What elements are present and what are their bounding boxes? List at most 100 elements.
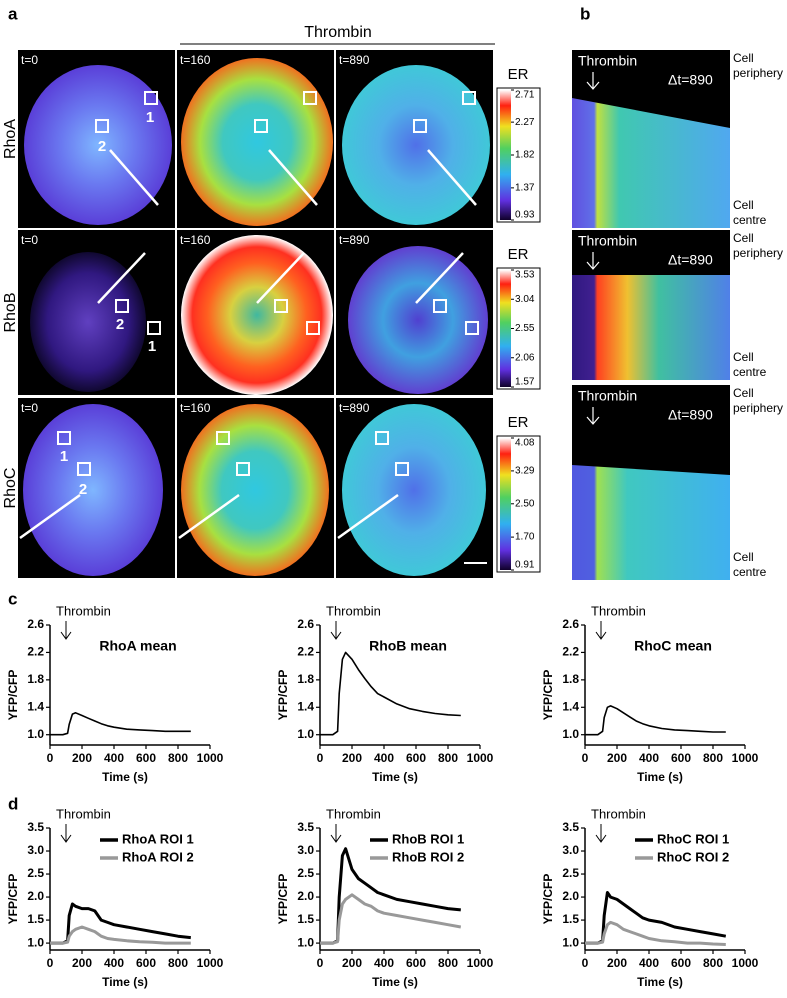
time-label: t=0 — [21, 53, 38, 67]
x-tick-label: 600 — [406, 956, 426, 970]
panel-letter: d — [8, 794, 18, 813]
row-label: RhoB — [2, 292, 19, 332]
stimulus-label: Thrombin — [578, 388, 637, 404]
x-tick-label: 400 — [374, 956, 394, 970]
colorbar-tick-label: 1.37 — [515, 183, 535, 194]
roi-label: 1 — [148, 338, 156, 355]
roi-box — [115, 299, 129, 313]
x-tick-label: 200 — [72, 751, 92, 765]
y-axis-label: YFP/CFP — [541, 670, 555, 721]
periphery-label: periphery — [733, 401, 783, 415]
roi-box — [303, 91, 317, 105]
x-tick-label: 400 — [104, 751, 124, 765]
periphery-label: Cell — [733, 386, 754, 400]
y-tick-label: 1.5 — [562, 912, 579, 926]
y-tick-label: 1.0 — [27, 935, 44, 949]
time-label: t=890 — [339, 401, 370, 415]
legend-label: RhoC ROI 1 — [657, 831, 729, 846]
panel-letter: b — [580, 4, 590, 23]
y-axis-label: YFP/CFP — [276, 670, 290, 721]
linescan — [109, 149, 159, 206]
stimulus-arrowhead — [586, 261, 600, 270]
linescan — [19, 493, 81, 540]
annotation-arrowhead — [330, 834, 342, 843]
roi-box — [144, 91, 158, 105]
x-tick-label: 400 — [639, 956, 659, 970]
x-axis-label: Time (s) — [637, 975, 683, 989]
roi-box — [216, 431, 230, 445]
roi-box — [395, 462, 409, 476]
colorbar-title: ER — [508, 66, 529, 83]
y-tick-label: 1.4 — [27, 699, 44, 713]
colorbar-title: ER — [508, 414, 529, 431]
x-axis-label: Time (s) — [372, 770, 418, 784]
periphery-label: Cell — [733, 231, 754, 245]
y-tick-label: 2.5 — [297, 866, 314, 880]
centre-label: Cell — [733, 550, 754, 564]
colorbar-tick-label: 2.27 — [515, 117, 535, 128]
x-tick-label: 800 — [438, 751, 458, 765]
y-tick-label: 2.0 — [297, 889, 314, 903]
roi-box — [254, 119, 268, 133]
x-tick-label: 1000 — [732, 751, 759, 765]
centre-label: centre — [733, 213, 767, 227]
roi-box — [433, 299, 447, 313]
series-line — [50, 902, 191, 945]
y-axis-label: YFP/CFP — [6, 670, 20, 721]
y-axis-label: YFP/CFP — [541, 874, 555, 925]
linescan — [97, 252, 146, 304]
y-axis-label: YFP/CFP — [6, 874, 20, 925]
annotation-arrowhead — [595, 834, 607, 843]
annotation-arrowhead — [595, 631, 607, 640]
linescan — [337, 493, 399, 540]
roi-label: 2 — [116, 316, 124, 333]
series-line — [320, 651, 461, 736]
time-label: t=160 — [180, 233, 211, 247]
chart-title: RhoB mean — [369, 638, 447, 654]
colorbar-tick-label: 2.50 — [515, 498, 535, 509]
cell — [342, 65, 490, 225]
x-axis-label: Time (s) — [102, 975, 148, 989]
linescan — [268, 149, 318, 206]
y-tick-label: 3.5 — [562, 820, 579, 834]
kymograph — [572, 98, 730, 228]
micrograph: 12 t=0 — [18, 398, 175, 578]
legend-label: RhoA ROI 2 — [122, 849, 194, 864]
y-tick-label: 1.5 — [297, 912, 314, 926]
roi-label: 1 — [146, 109, 154, 126]
y-tick-label: 1.4 — [297, 699, 314, 713]
x-tick-label: 1000 — [732, 956, 759, 970]
cell — [181, 235, 333, 395]
micrograph: t=890 — [336, 398, 493, 578]
micrograph: t=890 — [336, 50, 493, 228]
linescan — [427, 149, 477, 206]
x-tick-label: 200 — [607, 956, 627, 970]
roi-label: 1 — [60, 448, 68, 465]
x-tick-label: 1000 — [467, 956, 494, 970]
y-tick-label: 3.0 — [27, 843, 44, 857]
cell — [181, 58, 333, 226]
colorbar-tick-label: 0.91 — [515, 560, 535, 571]
annotation: Thrombin — [326, 806, 381, 821]
centre-label: centre — [733, 365, 767, 379]
y-tick-label: 3.0 — [297, 843, 314, 857]
x-tick-label: 800 — [168, 751, 188, 765]
x-tick-label: 1000 — [197, 751, 224, 765]
x-tick-label: 200 — [342, 956, 362, 970]
y-tick-label: 1.8 — [562, 672, 579, 686]
y-tick-label: 1.0 — [562, 935, 579, 949]
x-tick-label: 600 — [136, 751, 156, 765]
legend-label: RhoA ROI 1 — [122, 831, 194, 846]
y-tick-label: 1.0 — [297, 727, 314, 741]
y-tick-label: 2.2 — [562, 645, 579, 659]
y-tick-label: 2.6 — [27, 617, 44, 631]
micrograph: t=890 — [336, 230, 493, 395]
x-tick-label: 0 — [317, 956, 324, 970]
annotation: Thrombin — [591, 603, 646, 618]
annotation: Thrombin — [56, 806, 111, 821]
stimulus-arrowhead — [586, 416, 600, 425]
roi-box — [236, 462, 250, 476]
colorbar-tick-label: 1.82 — [515, 150, 535, 161]
